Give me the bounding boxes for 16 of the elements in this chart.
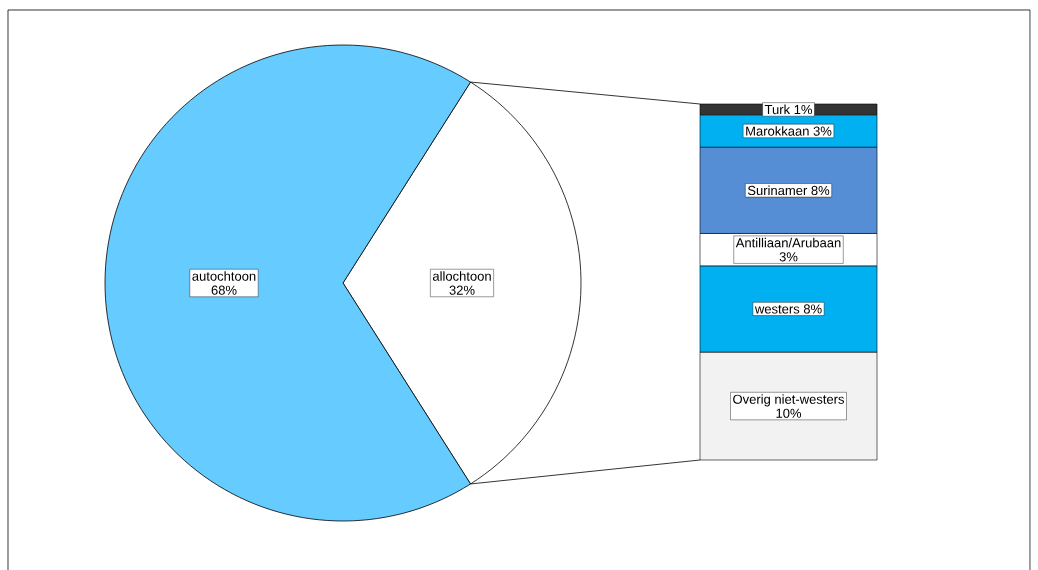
legend-label: Marokkaan [746, 126, 809, 136]
data-label: 3% [779, 252, 798, 262]
data-label: 8% [811, 185, 830, 196]
series-label: westers [754, 305, 800, 314]
data-label: 1% [794, 105, 813, 115]
data-label: 3% [813, 126, 832, 136]
series-label: Overig niet-westers [733, 394, 845, 407]
series-label: Antilliaan/Arubaan [735, 237, 841, 248]
data-label: 8% [803, 304, 822, 314]
slice-label: allochtoon [432, 271, 491, 281]
series-label: Turk [764, 104, 791, 115]
data-label: 32% [449, 285, 475, 295]
slice-label: autochtoon [192, 271, 256, 281]
data-label: 68% [211, 285, 237, 295]
series-label: Surinamer [747, 185, 808, 196]
data-label: 10% [776, 408, 802, 418]
